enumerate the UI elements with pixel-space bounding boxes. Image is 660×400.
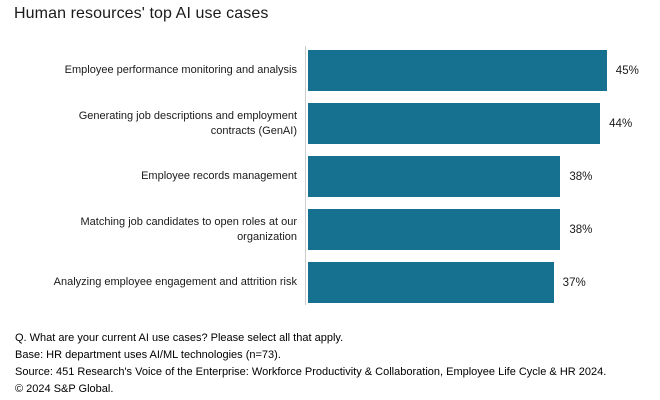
category-label: Analyzing employee engagement and attrit…	[53, 276, 297, 289]
bar	[308, 156, 561, 197]
bar-area: 38%	[308, 156, 592, 197]
bar-area: 37%	[308, 262, 586, 303]
footnote-source: Source: 451 Research's Voice of the Ente…	[15, 366, 607, 378]
footnote-base: Base: HR department uses AI/ML technolog…	[15, 349, 281, 361]
bar	[308, 50, 607, 91]
bar-area: 45%	[308, 50, 639, 91]
chart-title: Human resources' top AI use cases	[14, 5, 269, 22]
bar	[308, 103, 601, 144]
bar-area: 44%	[308, 103, 632, 144]
value-label: 45%	[615, 64, 639, 77]
bar	[308, 209, 561, 250]
footnotes: Q. What are your current AI use cases? P…	[15, 330, 606, 398]
bar-row: Generating job descriptions and employme…	[0, 103, 660, 144]
value-label: 38%	[569, 170, 593, 183]
category-label: Generating job descriptions and employme…	[78, 109, 297, 137]
category-label: Employee records management	[141, 170, 297, 183]
bar-area: 38%	[308, 209, 592, 250]
category-label: Employee performance monitoring and anal…	[64, 64, 297, 77]
bar	[308, 262, 554, 303]
bar-row: Employee records management 38%	[0, 156, 660, 197]
category-label: Matching job candidates to open roles at…	[80, 215, 297, 243]
bar-row: Matching job candidates to open roles at…	[0, 209, 660, 250]
value-label: 37%	[562, 276, 586, 289]
y-axis-line	[305, 46, 306, 305]
bar-row: Employee performance monitoring and anal…	[0, 50, 660, 91]
value-label: 38%	[569, 223, 593, 236]
bar-row: Analyzing employee engagement and attrit…	[0, 262, 660, 303]
bars-container: Employee performance monitoring and anal…	[0, 50, 660, 315]
footnote-question: Q. What are your current AI use cases? P…	[15, 332, 344, 344]
value-label: 44%	[609, 117, 633, 130]
footnote-copyright: © 2024 S&P Global.	[15, 383, 114, 395]
